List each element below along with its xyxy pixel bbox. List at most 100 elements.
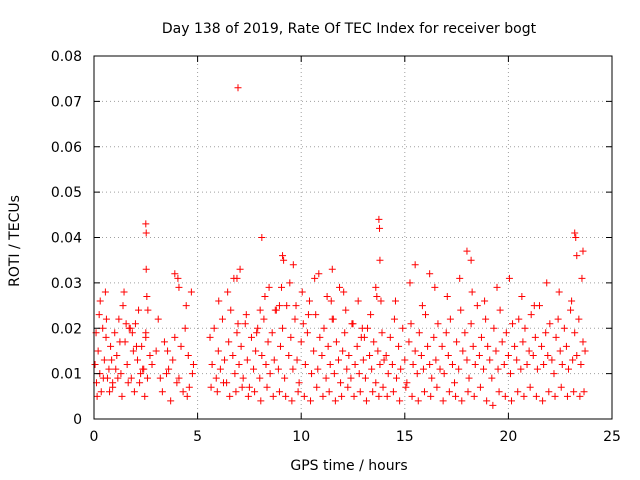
data-point — [124, 379, 132, 387]
data-point — [175, 283, 183, 291]
data-point — [233, 329, 241, 337]
data-point — [143, 292, 151, 300]
data-point — [546, 320, 554, 328]
data-point — [476, 383, 484, 391]
data-point — [571, 229, 579, 237]
data-point — [495, 388, 503, 396]
data-point — [527, 311, 535, 319]
data-point — [179, 388, 187, 396]
data-point — [305, 297, 313, 305]
data-point — [245, 383, 253, 391]
data-point — [314, 365, 322, 373]
grid-lines — [94, 56, 612, 419]
data-point — [382, 351, 390, 359]
data-point — [256, 374, 264, 382]
data-point — [579, 247, 587, 255]
data-point — [266, 370, 274, 378]
data-point — [543, 279, 551, 287]
data-point — [523, 361, 531, 369]
data-point — [459, 347, 467, 355]
y-tick-label: 0 — [73, 412, 82, 428]
data-point — [532, 392, 540, 400]
data-point — [106, 388, 114, 396]
data-point — [370, 338, 378, 346]
data-point — [355, 370, 363, 378]
data-point — [111, 329, 119, 337]
data-point — [576, 392, 584, 400]
data-point — [463, 356, 471, 364]
data-point — [264, 338, 272, 346]
data-point — [360, 333, 368, 341]
data-point — [325, 388, 333, 396]
data-point — [464, 388, 472, 396]
data-point — [372, 379, 380, 387]
data-point — [139, 365, 147, 373]
data-point — [326, 361, 334, 369]
data-point — [411, 261, 419, 269]
data-point — [496, 306, 504, 314]
x-tick-label: 5 — [193, 429, 202, 445]
data-point — [97, 388, 105, 396]
data-point — [189, 361, 197, 369]
data-point — [142, 329, 150, 337]
data-point — [569, 356, 577, 364]
data-point — [231, 370, 239, 378]
data-point — [175, 374, 183, 382]
x-axis-label: GPS time / hours — [290, 458, 407, 474]
data-point — [134, 356, 142, 364]
data-point — [515, 315, 523, 323]
data-point — [427, 392, 435, 400]
data-point — [554, 315, 562, 323]
data-point — [560, 324, 568, 332]
data-point — [529, 351, 537, 359]
data-point — [184, 351, 192, 359]
data-point — [418, 302, 426, 310]
data-point — [132, 342, 140, 350]
data-point — [581, 347, 589, 355]
data-point — [388, 361, 396, 369]
data-point — [390, 315, 398, 323]
data-point — [263, 383, 271, 391]
data-point — [154, 315, 162, 323]
data-point — [241, 320, 249, 328]
data-point — [530, 302, 538, 310]
data-point — [453, 338, 461, 346]
data-point — [285, 351, 293, 359]
data-point — [142, 229, 150, 237]
data-point — [571, 329, 579, 337]
data-point — [573, 351, 581, 359]
data-point — [156, 374, 164, 382]
data-point — [299, 320, 307, 328]
data-point — [244, 392, 252, 400]
data-point — [345, 351, 353, 359]
data-point — [280, 256, 288, 264]
data-point — [442, 329, 450, 337]
data-point — [348, 320, 356, 328]
data-point — [389, 388, 397, 396]
data-point — [319, 392, 327, 400]
data-point — [396, 397, 404, 405]
data-point — [102, 333, 110, 341]
data-point — [384, 370, 392, 378]
data-point — [216, 365, 224, 373]
data-point — [177, 342, 185, 350]
data-point — [310, 347, 318, 355]
data-point — [99, 374, 107, 382]
y-tick-label: 0.02 — [51, 321, 82, 337]
data-point — [338, 392, 346, 400]
data-point — [270, 356, 278, 364]
data-point — [337, 379, 345, 387]
data-point — [368, 365, 376, 373]
data-point — [500, 361, 508, 369]
data-point — [213, 388, 221, 396]
data-point — [468, 288, 476, 296]
data-point — [315, 270, 323, 278]
data-point — [108, 356, 116, 364]
data-point — [294, 388, 302, 396]
data-point — [509, 320, 517, 328]
data-point — [340, 288, 348, 296]
data-point — [311, 274, 319, 282]
y-tick-labels: 0 0.01 0.02 0.03 0.04 0.05 0.06 0.07 0.08 — [51, 49, 82, 428]
data-point — [578, 274, 586, 282]
data-point — [456, 274, 464, 282]
